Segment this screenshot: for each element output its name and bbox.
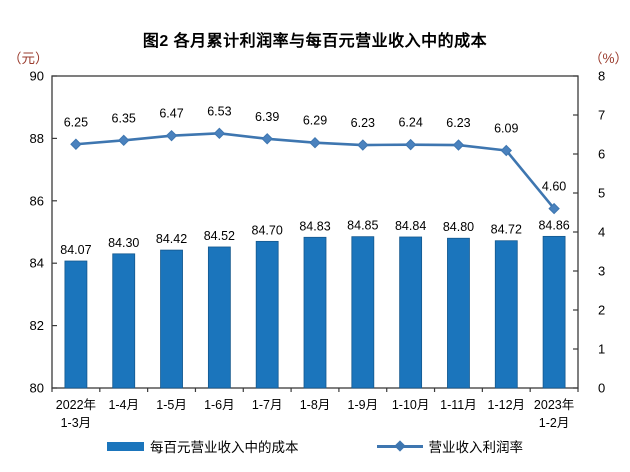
bar-0 [64, 260, 88, 389]
x-axis-label-5: 1-8月 [300, 398, 331, 412]
left-axis-tick-label: 82 [30, 318, 44, 333]
bar-label-2: 84.42 [156, 232, 187, 246]
line-marker-6 [357, 139, 369, 151]
line-marker-8 [452, 139, 465, 151]
right-axis-tick-label: 3 [598, 264, 605, 279]
right-axis-tick-label: 7 [598, 108, 605, 123]
left-axis-tick-label: 84 [30, 256, 44, 271]
bar-7 [399, 236, 423, 389]
left-axis-tick-label: 90 [30, 69, 44, 84]
line-label-6: 6.23 [351, 116, 375, 130]
x-axis-label-0: 1-3月 [61, 416, 92, 430]
bar-6 [351, 236, 375, 389]
x-axis-label-2: 1-5月 [156, 398, 187, 412]
bar-label-1: 84.30 [108, 236, 139, 250]
legend-line-swatch-icon [376, 440, 423, 452]
line-label-4: 6.39 [255, 110, 279, 124]
bar-8 [447, 237, 470, 389]
bar-label-0: 84.07 [60, 243, 91, 257]
line-marker-5 [309, 136, 321, 149]
legend-line-label: 营业收入利润率 [428, 440, 524, 455]
line-label-7: 6.24 [398, 116, 422, 130]
x-axis-label-9: 1-12月 [488, 398, 526, 412]
bar-9 [494, 240, 518, 389]
line-label-3: 6.53 [207, 104, 231, 118]
line-marker-9 [500, 144, 512, 157]
diamond-marker-icon [393, 440, 406, 452]
right-axis-tick-label: 4 [598, 225, 605, 240]
x-axis-label-7: 1-10月 [392, 398, 430, 412]
x-axis-label-3: 1-6月 [204, 398, 235, 412]
line-marker-2 [165, 129, 178, 142]
line-label-10: 4.60 [542, 180, 566, 194]
x-axis-label-0: 2022年 [56, 398, 96, 412]
bar-label-4: 84.70 [252, 223, 283, 237]
line-marker-3 [213, 127, 226, 140]
x-axis-label-6: 1-9月 [348, 398, 379, 412]
x-axis-label-8: 1-11月 [440, 398, 477, 412]
legend: 每百元营业收入中的成本 营业收入利润率 [0, 436, 630, 456]
bar-label-8: 84.80 [443, 220, 474, 234]
right-axis-tick-label: 5 [598, 186, 605, 201]
bar-label-6: 84.85 [347, 219, 378, 233]
x-axis-label-10: 2023年 [534, 398, 574, 412]
bar-3 [207, 246, 231, 389]
chart-title: 图2 各月累计利润率与每百元营业收入中的成本 [142, 33, 488, 50]
x-axis-label-1: 1-4月 [108, 398, 139, 412]
left-axis-tick-label: 80 [30, 381, 44, 396]
right-axis-tick-label: 8 [598, 69, 605, 84]
bar-4 [255, 240, 279, 389]
line-label-5: 6.29 [303, 114, 327, 128]
bar-label-9: 84.72 [491, 223, 522, 237]
line-marker-10 [548, 202, 560, 215]
bar-5 [303, 236, 327, 389]
bar-1 [112, 253, 136, 389]
right-axis-tick-label: 1 [598, 342, 605, 357]
left-axis-unit-label: （元） [8, 51, 49, 66]
line-label-9: 6.09 [494, 121, 518, 135]
bar-label-10: 84.86 [538, 218, 569, 232]
line-label-8: 6.23 [446, 116, 470, 130]
bar-label-7: 84.84 [395, 219, 426, 233]
line-marker-0 [70, 138, 82, 150]
legend-bar-swatch-icon [107, 441, 144, 451]
x-axis-label-10: 1-2月 [539, 416, 570, 430]
line-label-2: 6.47 [159, 107, 183, 121]
x-axis-label-4: 1-7月 [252, 398, 283, 412]
bar-label-5: 84.83 [299, 219, 330, 233]
line-label-0: 6.25 [64, 115, 88, 129]
line-marker-1 [118, 134, 130, 147]
left-axis-tick-label: 86 [30, 193, 44, 208]
legend-bar-label: 每百元营业收入中的成本 [150, 440, 299, 455]
legend-item-cost: 每百元营业收入中的成本 [107, 436, 299, 456]
line-label-1: 6.35 [112, 111, 136, 125]
bar-10 [542, 235, 566, 389]
bar-label-3: 84.52 [204, 229, 235, 243]
right-axis-tick-label: 2 [598, 303, 605, 318]
right-axis-tick-label: 0 [598, 381, 605, 396]
right-axis-tick-label: 6 [598, 147, 605, 162]
bar-2 [160, 249, 183, 389]
legend-item-profit: 营业收入利润率 [376, 436, 524, 456]
left-axis-tick-label: 88 [30, 131, 44, 146]
right-axis-unit-label: （%） [588, 51, 628, 66]
line-marker-4 [261, 133, 273, 145]
line-marker-7 [404, 138, 417, 151]
